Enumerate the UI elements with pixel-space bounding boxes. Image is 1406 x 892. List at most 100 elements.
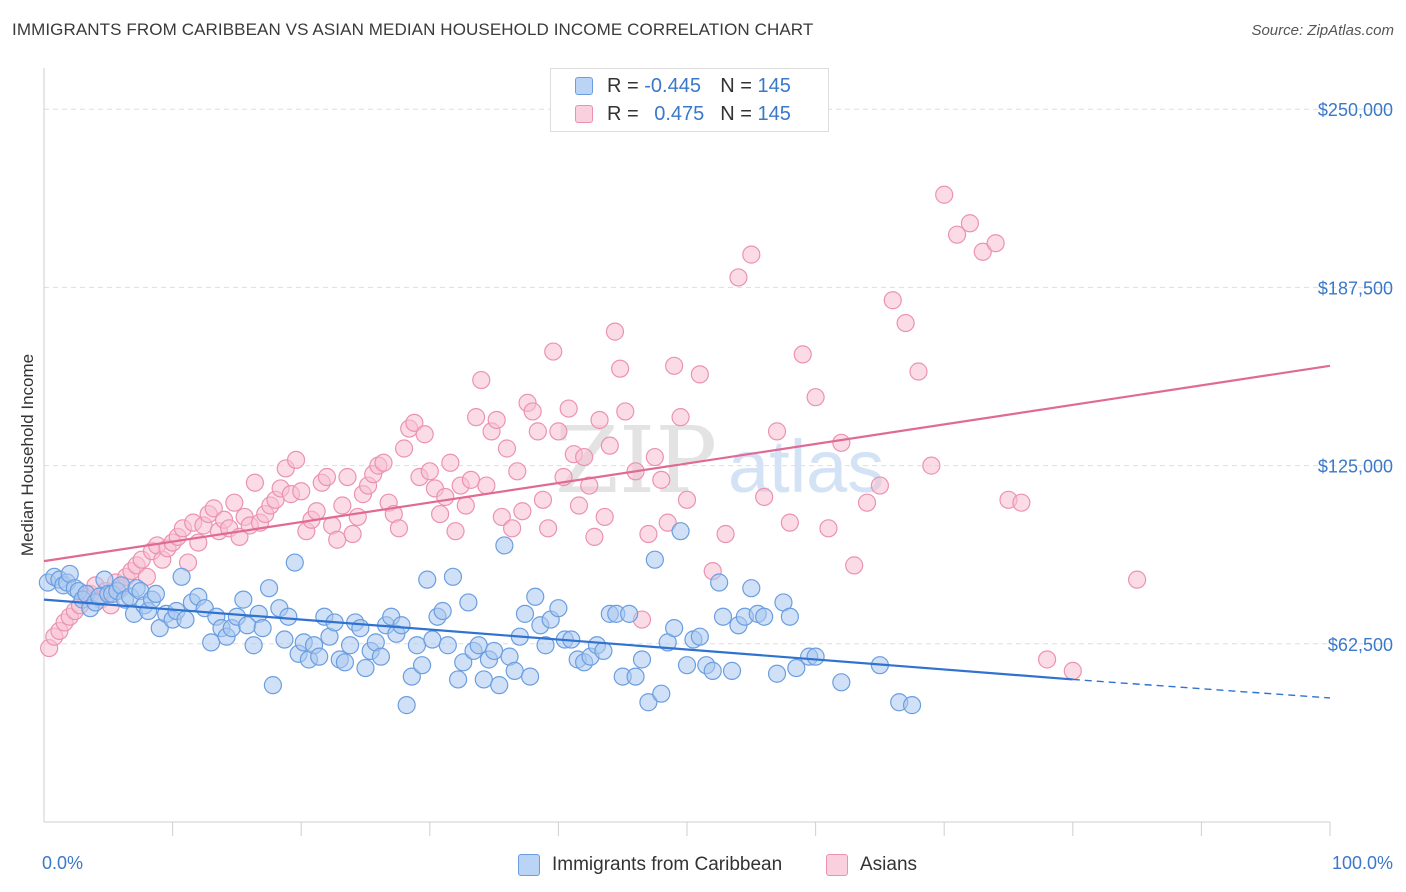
asian-point — [935, 185, 954, 204]
grid-lines — [44, 108, 1394, 645]
correlation-legend: R = -0.445 N = 145 R = 0.475 N = 145 — [550, 68, 829, 132]
caribbean-point — [443, 567, 463, 586]
caribbean-point — [392, 616, 411, 635]
chart-title: IMMIGRANTS FROM CARIBBEAN VS ASIAN MEDIA… — [12, 20, 814, 39]
asian-point — [922, 456, 941, 475]
asian-point — [544, 342, 563, 361]
asian-point — [665, 356, 684, 375]
caribbean-point — [490, 676, 509, 695]
asian-point — [767, 422, 787, 441]
asian-point — [645, 447, 664, 467]
asian-point — [595, 507, 614, 527]
x-tick-label: 0.0% — [42, 853, 83, 873]
asian-point — [960, 214, 980, 233]
asian-point — [513, 502, 532, 521]
source-label: Source: ZipAtlas.com — [1251, 22, 1394, 39]
bottom-legend-caribbean: Immigrants from Caribbean — [518, 852, 782, 878]
caribbean-point — [340, 636, 360, 655]
asian-point — [317, 467, 337, 487]
caribbean-point — [626, 667, 645, 686]
asian-point — [819, 519, 838, 538]
asian-point — [729, 268, 748, 287]
asian-point — [652, 470, 671, 489]
watermark-atlas: atlas — [728, 425, 884, 508]
caribbean-point — [521, 667, 540, 686]
caribbean-point — [780, 607, 799, 626]
asian-point — [580, 476, 599, 495]
asian-point — [333, 496, 352, 515]
asian-point — [292, 482, 311, 501]
bottom-legend-label-caribbean: Immigrants from Caribbean — [552, 854, 783, 875]
caribbean-point — [722, 661, 742, 680]
y-axis-label: Median Household Income — [18, 353, 37, 557]
caribbean-point — [767, 664, 787, 683]
caribbean-point — [285, 553, 304, 572]
y-tick-label: $250,000 — [1318, 100, 1393, 120]
caribbean-point — [397, 696, 416, 715]
asian-point — [405, 413, 424, 432]
asian-point — [348, 507, 367, 527]
asian-point — [415, 425, 434, 444]
asian-point — [883, 291, 902, 310]
caribbean-point — [234, 590, 253, 609]
caribbean-point — [202, 633, 221, 652]
asian-point — [539, 519, 558, 538]
caribbean-point — [279, 607, 298, 626]
legend-row-caribbean: R = -0.445 N = 145 — [575, 73, 791, 99]
asian-point — [523, 402, 542, 421]
asian-point — [503, 519, 522, 538]
caribbean-point — [787, 658, 806, 678]
asian-trend-line — [43, 364, 1331, 563]
asian-point — [639, 524, 658, 544]
asian-point — [755, 487, 774, 507]
asian-point — [793, 345, 812, 364]
asian-point — [896, 313, 915, 333]
asian-point — [605, 322, 625, 341]
asian-point — [986, 234, 1005, 253]
caribbean-point — [652, 684, 671, 703]
caribbean-trend-line — [43, 598, 1073, 681]
caribbean-point — [263, 676, 283, 695]
asian-point — [343, 524, 362, 544]
asian-point — [446, 522, 465, 541]
asian-point — [497, 439, 517, 458]
caribbean-point — [703, 661, 722, 680]
caribbean-point — [423, 630, 442, 649]
asian-point — [508, 462, 527, 481]
caribbean-point — [594, 641, 613, 661]
x-tick-label: 100.0% — [1332, 853, 1393, 873]
caribbean-point — [454, 653, 473, 672]
asian-point — [1127, 570, 1147, 589]
asian-point — [528, 422, 547, 441]
legend-swatch-asian — [575, 105, 593, 123]
asian-point — [559, 399, 578, 418]
asian-point — [806, 388, 825, 407]
caribbean-point — [832, 673, 851, 692]
caribbean-point — [146, 584, 165, 604]
asian-point — [389, 519, 409, 538]
asian-point — [575, 447, 594, 467]
caribbean-point — [665, 619, 684, 638]
y-tick-label: $187,500 — [1318, 278, 1393, 298]
caribbean-point — [474, 670, 493, 689]
caribbean-point — [536, 636, 555, 655]
caribbean-point — [259, 579, 279, 598]
caribbean-point — [310, 647, 329, 666]
asian-point — [742, 245, 761, 264]
caribbean-point — [505, 661, 524, 680]
caribbean-point — [371, 647, 391, 666]
legend-n-value-caribbean: 145 — [757, 74, 791, 97]
asian-point — [533, 490, 553, 509]
asian-point — [492, 507, 511, 527]
asian-point — [616, 402, 635, 421]
caribbean-point — [176, 610, 195, 629]
asian-point — [671, 408, 690, 427]
asian-point — [845, 556, 864, 575]
asian-point — [677, 490, 697, 509]
asian-point — [569, 496, 589, 515]
asian-point — [947, 225, 967, 244]
y-tick-label: $62,500 — [1328, 635, 1393, 655]
legend-swatch-caribbean — [575, 77, 593, 95]
asian-point — [456, 496, 475, 515]
